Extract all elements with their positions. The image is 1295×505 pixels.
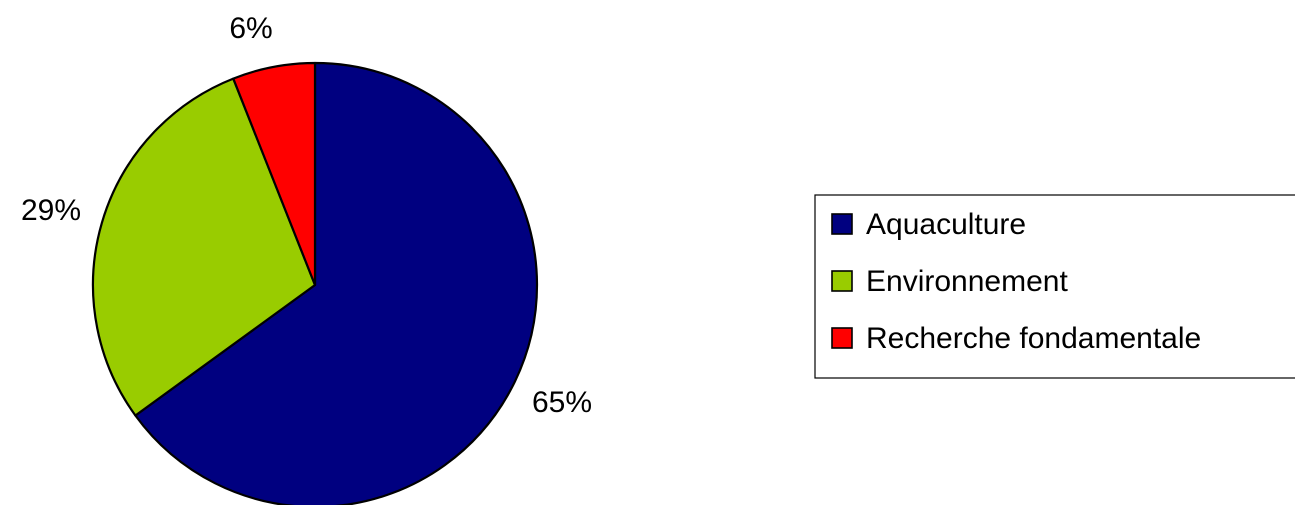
pie-data-labels: 65% 29% 6% bbox=[21, 12, 592, 419]
data-label-aquaculture: 65% bbox=[532, 386, 592, 419]
legend-label-aquaculture: Aquaculture bbox=[866, 208, 1026, 241]
pie-slice-aquaculture bbox=[134, 61, 539, 505]
legend-label-environnement: Environnement bbox=[866, 265, 1068, 298]
legend: Aquaculture Environnement Recherche fondam… bbox=[814, 194, 1295, 379]
data-label-environnement: 29% bbox=[21, 194, 81, 227]
pie-slice-environnement bbox=[91, 77, 317, 417]
legend-swatch-aquaculture bbox=[831, 213, 853, 235]
legend-swatch-recherche-fondamentale bbox=[831, 327, 853, 349]
legend-frame bbox=[814, 194, 1295, 379]
pie-slice-recherche-fondamentale bbox=[232, 61, 317, 287]
legend-label-recherche-fondamentale: Recherche fondamentale bbox=[866, 322, 1201, 355]
pie-slices bbox=[91, 61, 539, 505]
data-label-recherche-fondamentale: 6% bbox=[229, 12, 272, 45]
legend-swatch-environnement bbox=[831, 270, 853, 292]
